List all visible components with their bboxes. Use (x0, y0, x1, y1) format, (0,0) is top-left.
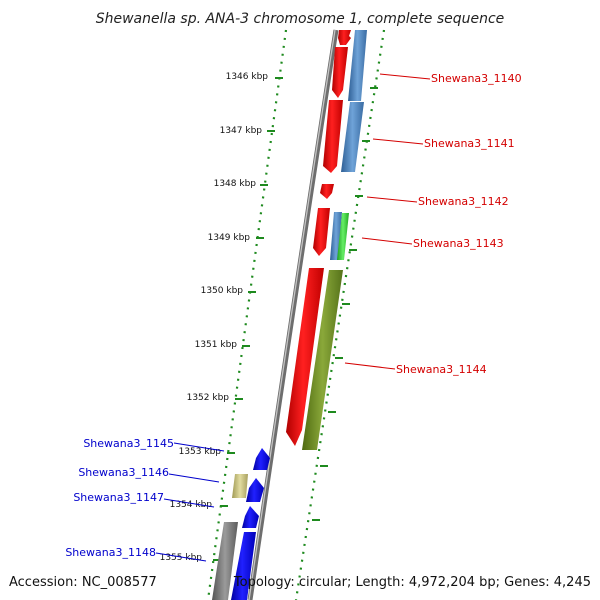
gene-arrow[interactable] (313, 208, 330, 256)
label-connector (163, 498, 215, 508)
scale-ticks (213, 77, 283, 561)
gene-arrow[interactable] (253, 448, 270, 470)
scale-label: 1348 kbp (214, 179, 257, 189)
label-connector (372, 138, 424, 145)
gene-arrow[interactable] (348, 30, 367, 101)
scale-label: 1347 kbp (220, 126, 263, 136)
label-connector (366, 196, 418, 203)
gene-label[interactable]: Shewana3_1148 (65, 546, 156, 559)
scale-label: 1349 kbp (208, 233, 251, 243)
gene-arrow[interactable] (320, 184, 334, 199)
gene-label[interactable]: Shewana3_1140 (431, 72, 522, 85)
label-connector (361, 237, 413, 245)
gene-label[interactable]: Shewana3_1143 (413, 237, 504, 250)
gene-arrow[interactable] (286, 268, 324, 446)
left-gene-labels: Shewana3_1145 Shewana3_1146 Shewana3_114… (65, 437, 174, 559)
gene-arrow[interactable] (332, 47, 348, 98)
scale-label: 1351 kbp (195, 340, 238, 350)
scale-label: 1355 kbp (160, 553, 203, 563)
gene-arrow[interactable] (341, 102, 364, 172)
gene-arrow[interactable] (246, 478, 264, 502)
right-label-connectors (344, 73, 431, 370)
gene-label[interactable]: Shewana3_1142 (418, 195, 509, 208)
backbone-highlight (248, 29, 336, 600)
gene-arrow[interactable] (338, 30, 351, 45)
scale-label: 1353 kbp (179, 447, 222, 457)
scale-label: 1350 kbp (201, 286, 244, 296)
right-ruler-ticks (312, 87, 378, 521)
gene-arrow[interactable] (323, 100, 343, 173)
right-gene-labels: Shewana3_1140 Shewana3_1141 Shewana3_114… (396, 72, 522, 376)
reverse-strand-genes (212, 448, 270, 600)
scale-label: 1354 kbp (170, 500, 213, 510)
gene-label[interactable]: Shewana3_1145 (83, 437, 174, 450)
gene-arrow[interactable] (231, 532, 256, 600)
right-dotted-ruler (294, 29, 386, 600)
gene-arrow[interactable] (232, 474, 248, 498)
gene-arrow[interactable] (337, 213, 349, 260)
gene-arrow[interactable] (242, 506, 259, 528)
forward-strand-genes (286, 30, 351, 446)
gene-arrow[interactable] (302, 270, 343, 450)
gene-label[interactable]: Shewana3_1141 (424, 137, 515, 150)
secondary-strand-genes (302, 30, 367, 450)
label-connector (173, 442, 225, 452)
summary-text: Topology: circular; Length: 4,972,204 bp… (233, 575, 591, 590)
scale-labels: 1346 kbp 1347 kbp 1348 kbp 1349 kbp 1350… (160, 72, 269, 563)
left-label-connectors (155, 442, 225, 562)
gene-arrow[interactable] (212, 522, 238, 600)
gene-label[interactable]: Shewana3_1144 (396, 363, 487, 376)
map-title: Shewanella sp. ANA-3 chromosome 1, compl… (96, 11, 505, 27)
label-connector (155, 552, 207, 562)
gene-label[interactable]: Shewana3_1147 (73, 491, 164, 504)
scale-label: 1346 kbp (226, 72, 269, 82)
label-connector (379, 73, 431, 80)
label-connector (344, 362, 396, 370)
scale-label: 1352 kbp (187, 393, 230, 403)
gene-label[interactable]: Shewana3_1146 (78, 466, 169, 479)
label-connector (168, 473, 220, 483)
backbone-line (247, 29, 339, 600)
accession-text: Accession: NC_008577 (9, 575, 157, 590)
